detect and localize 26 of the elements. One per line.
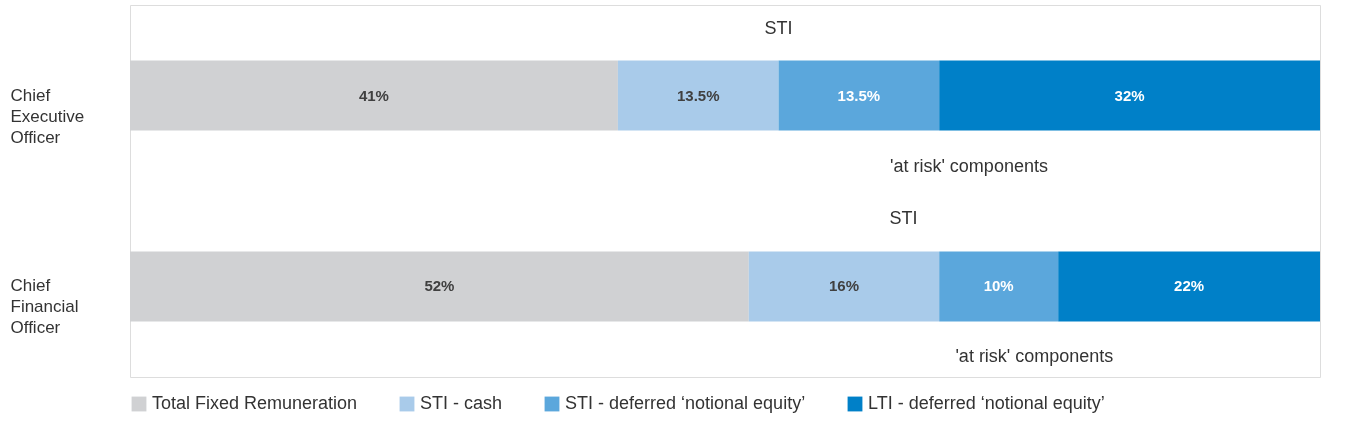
- bar: [939, 60, 1320, 131]
- data-label: 16%: [828, 277, 860, 295]
- legend-label: Total Fixed Remuneration: [152, 393, 358, 413]
- annotation: 'at risk' components: [889, 155, 1048, 176]
- data-label: 13.5%: [676, 86, 720, 104]
- bar: [130, 251, 749, 322]
- data-label: 52%: [424, 277, 455, 295]
- annotation: STI: [889, 208, 918, 229]
- bar: [1058, 251, 1320, 322]
- annotation: 'at risk' components: [955, 346, 1114, 367]
- bar: [130, 60, 618, 131]
- bar: [778, 60, 940, 131]
- y-tick-label: Chief Financial Officer: [10, 276, 79, 338]
- data-label: 22%: [1174, 277, 1205, 295]
- bar: [748, 251, 940, 322]
- legend-label: STI - deferred ‘notional equity’: [565, 393, 806, 413]
- y-tick-label: Chief Executive Officer: [10, 85, 85, 147]
- annotation: STI: [764, 17, 793, 38]
- data-label: 41%: [358, 86, 389, 104]
- bar: [939, 251, 1059, 322]
- legend-label: LTI - deferred ‘notional equity’: [868, 393, 1105, 413]
- data-label: 13.5%: [837, 86, 881, 104]
- bar: [617, 60, 779, 131]
- data-label: 32%: [1114, 86, 1145, 104]
- data-label: 10%: [983, 277, 1014, 295]
- legend-label: STI - cash: [420, 393, 503, 413]
